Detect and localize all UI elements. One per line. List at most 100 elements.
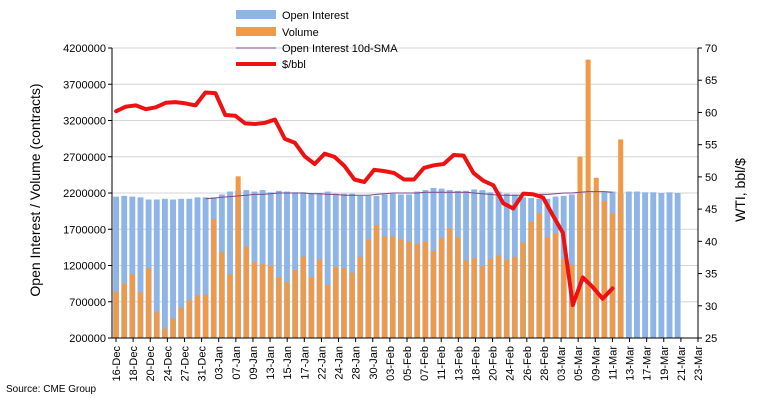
right-tick-label: 70 [705,43,717,55]
x-tick-label: 11-Feb [436,346,448,380]
volume-bar [113,291,119,338]
right-tick-label: 45 [705,204,717,216]
volume-bar [504,259,510,338]
volume-bar [276,277,282,338]
open-interest-bar [186,198,193,338]
x-tick-label: 05-Feb [402,346,414,381]
volume-bar [186,300,192,338]
volume-bar [373,224,380,338]
volume-bar [618,139,624,338]
volume-bar [129,274,135,338]
x-tick-label: 18-Dec [128,346,140,382]
volume-bar [162,328,168,338]
x-tick-label: 03-Mar [556,346,568,381]
volume-bar [357,256,363,338]
volume-bar [487,258,493,338]
x-tick-label: 15-Jan [282,346,294,380]
volume-bar [382,236,388,338]
right-tick-label: 65 [705,75,717,87]
x-tick-label: 07-Feb [419,346,431,381]
volume-bar [219,252,225,338]
volume-bar [146,268,152,338]
volume-bar [268,265,274,338]
volume-bar [325,285,331,338]
volume-bar [512,256,518,338]
right-tick-label: 50 [705,172,717,184]
x-tick-label: 23-Mar [693,346,705,381]
open-interest-bar [129,196,136,338]
open-interest-bar [275,190,282,338]
volume-bar [194,295,200,338]
price-line [114,90,615,308]
x-tick-label: 09-Jan [248,346,260,380]
left-tick-label: 3700000 [63,79,106,91]
volume-bar [471,258,477,338]
x-tick-label: 27-Dec [179,346,191,382]
x-tick-label: 28-Feb [539,346,551,381]
right-tick-label: 30 [705,301,717,313]
x-tick-label: 20-Feb [488,346,500,381]
volume-bar [154,311,160,338]
volume-bar [178,307,184,338]
x-tick-label: 03-Feb [385,346,397,381]
x-tick-label: 17-Mar [642,346,654,381]
volume-bar [610,213,616,338]
source-note: Source: CME Group [6,384,96,395]
x-tick-label: 22-Jan [316,346,328,380]
volume-bar [333,266,339,338]
volume-bar [430,251,437,338]
left-axis-title: Open Interest / Volume (contracts) [27,83,43,296]
volume-bar [585,59,591,338]
volume-bar [520,242,526,338]
open-interest-bar [121,195,128,338]
open-interest-bar [137,197,144,338]
open-interest-bar [227,191,233,338]
x-tick-label: 24-Feb [505,346,517,381]
volume-bar [455,237,461,338]
x-tick-label: 24-Jan [334,346,346,380]
volume-bar [439,237,445,338]
open-interest-bar [341,193,347,338]
volume-bar [365,239,371,338]
x-tick-label: 24-Dec [162,346,174,382]
left-tick-label: 700000 [69,297,106,309]
legend-open-interest-label: Open Interest [282,10,349,22]
volume-bar [390,236,396,338]
left-tick-label: 2200000 [63,188,106,200]
volume-bar [463,260,469,338]
volume-bar [479,266,485,338]
left-axis-ticks: 200000 700000 1200000 1700000 2200000 2700000… [63,43,112,345]
right-tick-label: 25 [705,333,717,345]
x-tick-label: 17-Jan [299,346,311,380]
right-tick-label: 60 [705,107,717,119]
volume-bar [284,282,290,338]
left-tick-label: 3200000 [63,116,106,128]
open-interest-bar [650,192,657,338]
right-tick-label: 55 [705,140,717,152]
volume-bar [203,294,209,338]
legend-open-interest-swatch [236,10,276,19]
legend-volume-swatch [236,27,276,36]
open-interest-bar [324,191,331,338]
volume-bar [235,176,241,338]
open-interest-bar [267,192,274,338]
x-tick-label: 16-Dec [111,346,123,382]
volume-bar [260,264,266,338]
volume-bar [251,261,257,338]
volume-bar [341,268,347,338]
legend-sma-label: Open Interest 10d-SMA [282,43,398,55]
volume-bar [300,256,306,338]
volume-bar [170,318,176,338]
left-tick-label: 200000 [69,333,106,345]
volume-bar [243,246,249,338]
right-tick-label: 35 [705,269,717,281]
x-tick-label: 13-Jan [265,346,277,380]
open-interest-bar [642,192,649,338]
volume-bar [414,243,420,338]
open-interest-bar [666,192,673,338]
legend-price-label: $/bbl [282,59,306,71]
x-tick-label: 18-Feb [470,346,482,381]
volume-bar [553,232,559,338]
open-interest-bar [332,193,339,338]
